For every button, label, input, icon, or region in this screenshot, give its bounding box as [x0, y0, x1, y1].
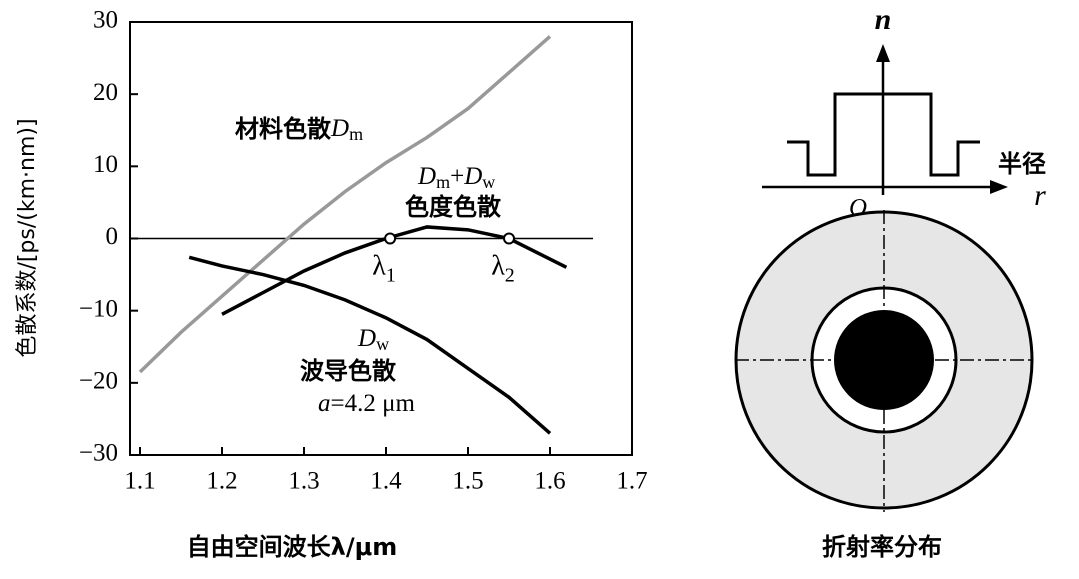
- x-tick-label: 1.4: [370, 468, 402, 495]
- x-axis-label: 自由空间波长λ/μm: [187, 533, 398, 561]
- y-axis-label: 色散系数/[ps/(km·nm)]: [15, 118, 40, 357]
- symbol: λ: [372, 251, 386, 282]
- x-tick-label: 1.5: [452, 468, 483, 495]
- y-tick-label: 0: [106, 223, 119, 250]
- annotation: Dm+Dw: [417, 163, 495, 192]
- annotation-part: =4.2 μm: [331, 390, 416, 417]
- x-tick-label: 1.2: [206, 468, 237, 495]
- arrow: [876, 44, 890, 62]
- annotation-part: 材料色散: [235, 115, 331, 143]
- x-tick-label: 1.3: [288, 468, 319, 495]
- annotation-part: +: [450, 163, 464, 190]
- y-tick-label: 30: [93, 7, 118, 34]
- caption: 折射率分布: [822, 533, 942, 561]
- index-profile-diagram: n 半径 r O 折射率分布: [734, 3, 1046, 561]
- y-tick-label: −30: [79, 440, 118, 467]
- y-tick-label: 10: [93, 151, 118, 178]
- annotation-part: m: [349, 124, 363, 144]
- y-tick-label: −10: [79, 295, 118, 322]
- zero-point: [384, 232, 397, 245]
- y-tick-label: 20: [93, 79, 118, 106]
- annotation-part: 色度色散: [405, 193, 501, 221]
- annotation-part: D: [417, 163, 436, 190]
- x-tick-label: 1.7: [616, 468, 647, 495]
- annotation: 材料色散Dm: [235, 115, 363, 144]
- subscript: 2: [505, 264, 515, 286]
- line-series: [188, 255, 552, 435]
- x-tick-label: 1.6: [534, 468, 565, 495]
- point-label: λ1: [372, 251, 396, 286]
- annotation-part: 波导色散: [300, 357, 396, 385]
- y-tick-label: −20: [79, 368, 118, 395]
- zero-point: [503, 232, 515, 245]
- n-label: n: [875, 3, 892, 36]
- r-text: 半径: [998, 150, 1046, 178]
- line-series: [138, 35, 552, 374]
- r-label: r: [1034, 179, 1046, 212]
- x-tick-label: 1.1: [124, 468, 155, 495]
- annotation: 色度色散: [405, 193, 501, 221]
- annotation: Dw: [357, 325, 389, 354]
- index-profile: [787, 92, 980, 177]
- point-label: λ2: [491, 251, 515, 286]
- annotation-part: D: [463, 163, 482, 190]
- annotation-part: w: [482, 172, 495, 192]
- annotation-part: D: [330, 115, 349, 142]
- annotation-part: D: [357, 325, 376, 352]
- annotation-part: a: [318, 390, 331, 417]
- symbol: λ: [491, 251, 505, 282]
- origin-label: O: [849, 195, 867, 222]
- subscript: 1: [386, 264, 396, 286]
- annotation: a=4.2 μm: [318, 390, 416, 417]
- annotation: 波导色散: [300, 357, 396, 385]
- annotation-part: m: [436, 172, 450, 192]
- arrow: [990, 180, 1008, 194]
- annotation-part: w: [376, 334, 389, 354]
